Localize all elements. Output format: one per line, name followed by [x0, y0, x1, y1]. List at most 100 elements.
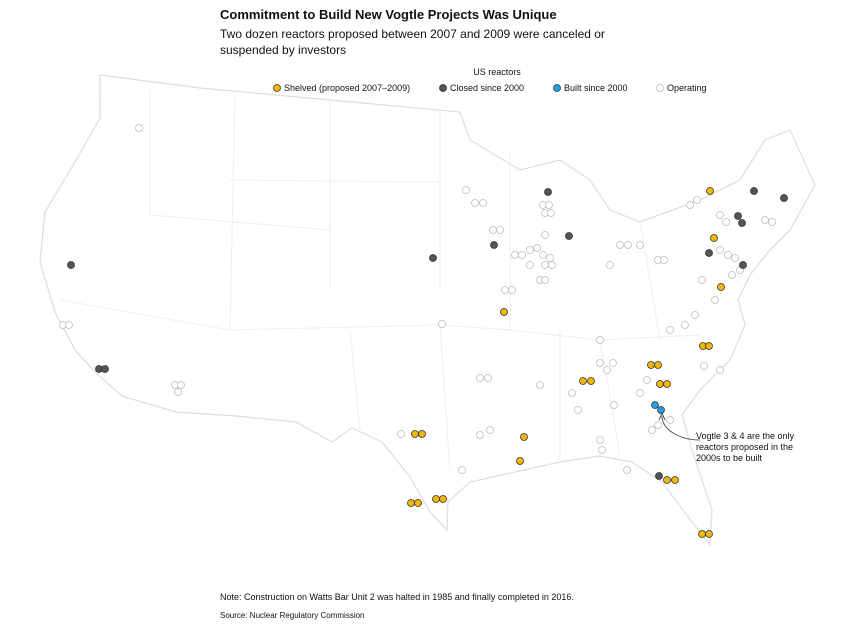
reactor-dot — [471, 199, 479, 207]
reactor-dot — [698, 276, 706, 284]
reactor-dot — [397, 430, 405, 438]
reactor-dot — [533, 244, 541, 252]
reactor-dot — [489, 226, 497, 234]
source: Source: Nuclear Regulatory Commission — [220, 611, 365, 620]
reactor-dot — [432, 495, 440, 503]
reactor-dot — [574, 406, 582, 414]
reactor-dot — [716, 246, 724, 254]
annotation-line: 2000s to be built — [696, 453, 763, 463]
reactor-dot — [579, 377, 587, 385]
reactor-dot — [547, 209, 555, 217]
reactor-dot — [666, 416, 674, 424]
annotation-arrowhead — [658, 411, 666, 421]
reactor-dot — [780, 194, 788, 202]
reactor-dot — [65, 321, 73, 329]
reactor-dot — [724, 251, 732, 259]
reactor-dot — [706, 187, 714, 195]
reactor-dot — [648, 426, 656, 434]
subtitle-line: Two dozen reactors proposed between 2007… — [220, 27, 605, 41]
state-lines — [59, 90, 701, 471]
reactor-dot — [516, 457, 524, 465]
reactor-dot — [476, 431, 484, 439]
reactor-dot — [606, 261, 614, 269]
reactor-dot — [526, 261, 534, 269]
reactor-dot — [655, 472, 663, 480]
reactor-dot — [438, 320, 446, 328]
reactor-dot — [731, 254, 739, 262]
reactor-dot — [700, 362, 708, 370]
legend-label: Built since 2000 — [564, 83, 628, 93]
annotation-arrow — [661, 415, 701, 441]
reactor-dot — [761, 216, 769, 224]
reactor-dot — [656, 380, 664, 388]
reactor-dot — [500, 308, 508, 316]
legend-swatch — [273, 84, 281, 92]
reactor-dot — [768, 218, 776, 226]
legend-label: Shelved (proposed 2007–2009) — [284, 83, 410, 93]
reactor-dot — [609, 359, 617, 367]
reactor-dot — [486, 426, 494, 434]
reactor-dot — [750, 187, 758, 195]
reactor-dot — [657, 406, 665, 414]
reactor-dot — [738, 219, 746, 227]
reactor-dot — [603, 366, 611, 374]
reactor-dot — [458, 466, 466, 474]
reactor-dot — [539, 251, 547, 259]
reactor-dot — [587, 377, 595, 385]
reactor-dot — [734, 212, 742, 220]
reactor-dot — [666, 326, 674, 334]
reactor-dot — [496, 226, 504, 234]
reactor-dot — [660, 256, 668, 264]
reactor-dot — [598, 446, 606, 454]
reactor-dot — [536, 381, 544, 389]
reactor-dot — [407, 499, 415, 507]
reactor-dot — [101, 365, 109, 373]
reactor-dot — [462, 186, 470, 194]
reactor-dot — [490, 241, 498, 249]
reactor-dot — [681, 321, 689, 329]
annotation-line: Vogtle 3 & 4 are the only — [696, 431, 795, 441]
reactor-dot — [501, 286, 509, 294]
reactor-dot — [596, 359, 604, 367]
reactor-dot — [722, 218, 730, 226]
legend-label: Operating — [667, 83, 707, 93]
reactor-dot — [544, 188, 552, 196]
reactor-dot — [135, 124, 143, 132]
reactor-dot — [623, 466, 631, 474]
note: Note: Construction on Watts Bar Unit 2 w… — [220, 592, 574, 602]
reactor-dot — [479, 199, 487, 207]
legend-label: Closed since 2000 — [450, 83, 524, 93]
reactor-dot — [548, 261, 556, 269]
reactor-dot — [67, 261, 75, 269]
reactor-dot — [439, 495, 447, 503]
us-outline — [39, 74, 816, 547]
reactor-dot — [511, 251, 519, 259]
reactor-dot — [484, 374, 492, 382]
reactor-dot — [705, 530, 713, 538]
reactor-dot — [541, 261, 549, 269]
reactor-dot — [411, 430, 419, 438]
reactor-dot — [526, 246, 534, 254]
reactor-dot — [739, 261, 747, 269]
reactor-dot — [705, 342, 713, 350]
reactor-dot — [647, 361, 655, 369]
reactor-dot — [616, 241, 624, 249]
reactor-dot — [429, 254, 437, 262]
reactor-dot — [596, 336, 604, 344]
reactor-dot — [716, 366, 724, 374]
reactor-dot — [541, 231, 549, 239]
reactor-dot — [610, 401, 618, 409]
reactor-dot — [717, 283, 725, 291]
reactor-dot — [568, 389, 576, 397]
title: Commitment to Build New Vogtle Projects … — [220, 7, 557, 22]
reactor-dot — [671, 476, 679, 484]
reactor-dot — [596, 436, 604, 444]
reactor-dot — [177, 381, 185, 389]
reactor-dot — [710, 234, 718, 242]
reactor-dot — [565, 232, 573, 240]
legend-swatch — [439, 84, 447, 92]
reactor-dot — [518, 251, 526, 259]
reactor-dot — [663, 476, 671, 484]
legend-swatch — [656, 84, 664, 92]
